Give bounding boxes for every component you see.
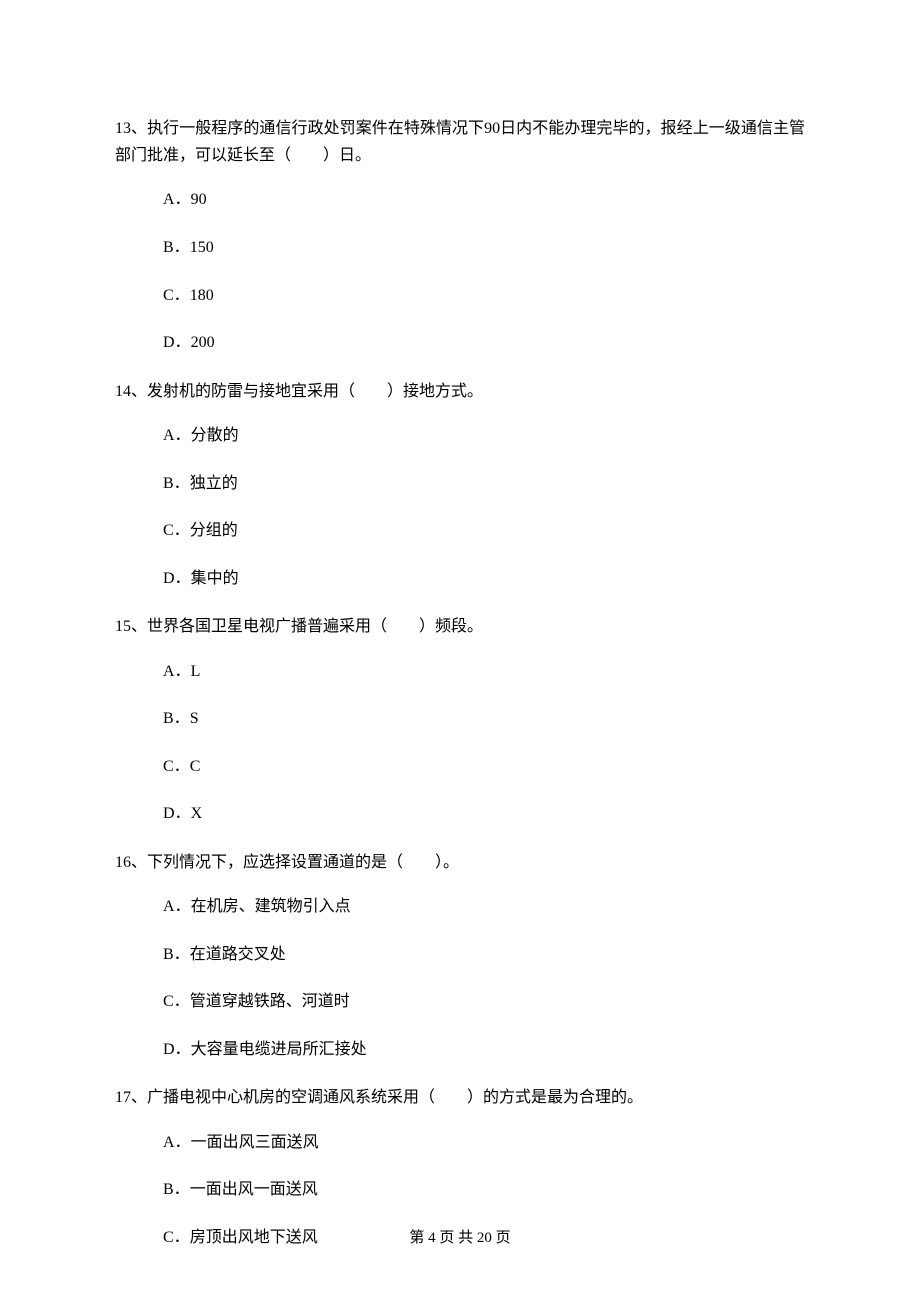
option-text: 集中的 <box>191 570 239 587</box>
question-number: 15 <box>115 618 131 635</box>
option-label: D． <box>163 1041 191 1058</box>
option-label: B． <box>163 1181 190 1198</box>
page-number: 第 4 页 共 20 页 <box>409 1230 510 1246</box>
option-text: 大容量电缆进局所汇接处 <box>191 1041 367 1058</box>
options-list: A．在机房、建筑物引入点 B．在道路交叉处 C．管道穿越铁路、河道时 D．大容量… <box>115 894 805 1062</box>
question-text: 13、执行一般程序的通信行政处罚案件在特殊情况下90日内不能办理完毕的，报经上一… <box>115 115 805 169</box>
question-14: 14、发射机的防雷与接地宜采用（ ）接地方式。 A．分散的 B．独立的 C．分组… <box>115 378 805 592</box>
option-label: C． <box>163 993 190 1010</box>
option-label: A． <box>163 898 191 915</box>
option-label: D． <box>163 334 191 351</box>
option-text: S <box>190 710 199 727</box>
option-a: A．在机房、建筑物引入点 <box>163 894 805 920</box>
option-a: A．L <box>163 659 805 685</box>
option-b: B．独立的 <box>163 471 805 497</box>
option-d: D．集中的 <box>163 566 805 592</box>
option-d: D．大容量电缆进局所汇接处 <box>163 1037 805 1063</box>
option-label: D． <box>163 805 191 822</box>
option-label: A． <box>163 427 191 444</box>
option-text: 一面出风一面送风 <box>190 1181 318 1198</box>
option-c: C．分组的 <box>163 518 805 544</box>
option-a: A．一面出风三面送风 <box>163 1130 805 1156</box>
option-text: 90 <box>191 191 207 208</box>
option-text: 在道路交叉处 <box>190 946 286 963</box>
option-text: 200 <box>191 334 215 351</box>
option-text: L <box>191 663 201 680</box>
option-a: A．90 <box>163 187 805 213</box>
question-body: 、下列情况下，应选择设置通道的是（ ）。 <box>131 854 459 871</box>
option-a: A．分散的 <box>163 423 805 449</box>
question-body: 、广播电视中心机房的空调通风系统采用（ ）的方式是最为合理的。 <box>131 1089 643 1106</box>
question-number: 13 <box>115 120 131 137</box>
option-label: B． <box>163 239 190 256</box>
option-text: 在机房、建筑物引入点 <box>191 898 351 915</box>
option-d: D．X <box>163 801 805 827</box>
question-number: 14 <box>115 383 131 400</box>
option-label: C． <box>163 522 190 539</box>
option-text: 独立的 <box>190 475 238 492</box>
question-15: 15、世界各国卫星电视广播普遍采用（ ）频段。 A．L B．S C．C D．X <box>115 613 805 827</box>
option-c: C．C <box>163 754 805 780</box>
page-footer: 第 4 页 共 20 页 <box>0 1226 920 1250</box>
question-13: 13、执行一般程序的通信行政处罚案件在特殊情况下90日内不能办理完毕的，报经上一… <box>115 115 805 356</box>
option-c: C．180 <box>163 283 805 309</box>
option-label: B． <box>163 475 190 492</box>
question-text: 14、发射机的防雷与接地宜采用（ ）接地方式。 <box>115 378 805 405</box>
option-text: 分散的 <box>191 427 239 444</box>
question-text: 15、世界各国卫星电视广播普遍采用（ ）频段。 <box>115 613 805 640</box>
option-text: 一面出风三面送风 <box>191 1134 319 1151</box>
question-number: 17 <box>115 1089 131 1106</box>
option-text: 管道穿越铁路、河道时 <box>190 993 350 1010</box>
question-16: 16、下列情况下，应选择设置通道的是（ ）。 A．在机房、建筑物引入点 B．在道… <box>115 849 805 1063</box>
option-text: 分组的 <box>190 522 238 539</box>
question-body: 、发射机的防雷与接地宜采用（ ）接地方式。 <box>131 383 483 400</box>
option-b: B．S <box>163 706 805 732</box>
option-label: C． <box>163 758 190 775</box>
option-text: X <box>191 805 203 822</box>
question-text: 16、下列情况下，应选择设置通道的是（ ）。 <box>115 849 805 876</box>
option-b: B．在道路交叉处 <box>163 942 805 968</box>
options-list: A．L B．S C．C D．X <box>115 659 805 827</box>
option-label: D． <box>163 570 191 587</box>
options-list: A．分散的 B．独立的 C．分组的 D．集中的 <box>115 423 805 591</box>
question-body: 、世界各国卫星电视广播普遍采用（ ）频段。 <box>131 618 483 635</box>
option-d: D．200 <box>163 330 805 356</box>
option-label: B． <box>163 710 190 727</box>
option-b: B．150 <box>163 235 805 261</box>
option-label: C． <box>163 287 190 304</box>
option-text: 180 <box>190 287 214 304</box>
question-number: 16 <box>115 854 131 871</box>
question-body: 、执行一般程序的通信行政处罚案件在特殊情况下90日内不能办理完毕的，报经上一级通… <box>115 120 805 164</box>
option-text: 150 <box>190 239 214 256</box>
option-label: A． <box>163 1134 191 1151</box>
options-list: A．90 B．150 C．180 D．200 <box>115 187 805 355</box>
question-text: 17、广播电视中心机房的空调通风系统采用（ ）的方式是最为合理的。 <box>115 1084 805 1111</box>
option-text: C <box>190 758 201 775</box>
document-content: 13、执行一般程序的通信行政处罚案件在特殊情况下90日内不能办理完毕的，报经上一… <box>0 0 920 1250</box>
option-label: A． <box>163 191 191 208</box>
option-c: C．管道穿越铁路、河道时 <box>163 989 805 1015</box>
option-label: B． <box>163 946 190 963</box>
option-label: A． <box>163 663 191 680</box>
option-b: B．一面出风一面送风 <box>163 1177 805 1203</box>
